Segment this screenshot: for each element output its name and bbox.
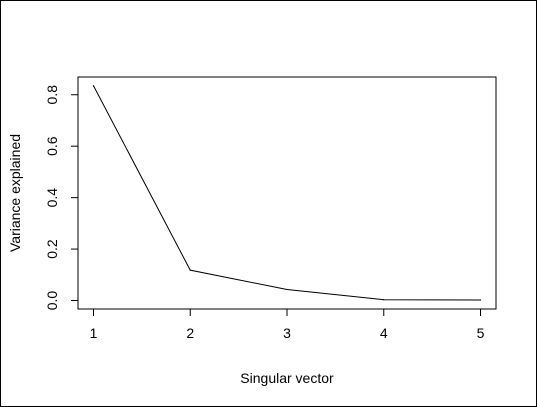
- x-tick-label: 2: [186, 325, 194, 341]
- series-line: [93, 85, 481, 301]
- x-tick-label: 4: [380, 325, 388, 341]
- x-axis-title: Singular vector: [240, 370, 334, 386]
- data-point: [479, 299, 482, 301]
- y-tick-label: 0.8: [44, 85, 60, 105]
- x-tick-label: 3: [283, 325, 291, 341]
- y-axis: 0.0 0.2 0.4 0.6 0.8: [44, 85, 79, 311]
- y-tick-label: 0.0: [44, 291, 60, 311]
- y-tick-label: 0.4: [44, 188, 60, 208]
- data-point: [92, 85, 95, 87]
- y-tick-label: 0.2: [44, 239, 60, 259]
- data-point: [286, 288, 288, 291]
- x-axis: 1 2 3 4 5: [90, 308, 485, 341]
- data-point: [383, 299, 385, 301]
- x-tick-label: 5: [477, 325, 485, 341]
- x-tick-label: 1: [90, 325, 98, 341]
- y-tick-label: 0.6: [44, 136, 60, 156]
- data-point: [189, 269, 191, 271]
- y-axis-title: Variance explained: [7, 134, 23, 252]
- plot-area-box: [77, 76, 497, 310]
- series-layer: [92, 85, 482, 301]
